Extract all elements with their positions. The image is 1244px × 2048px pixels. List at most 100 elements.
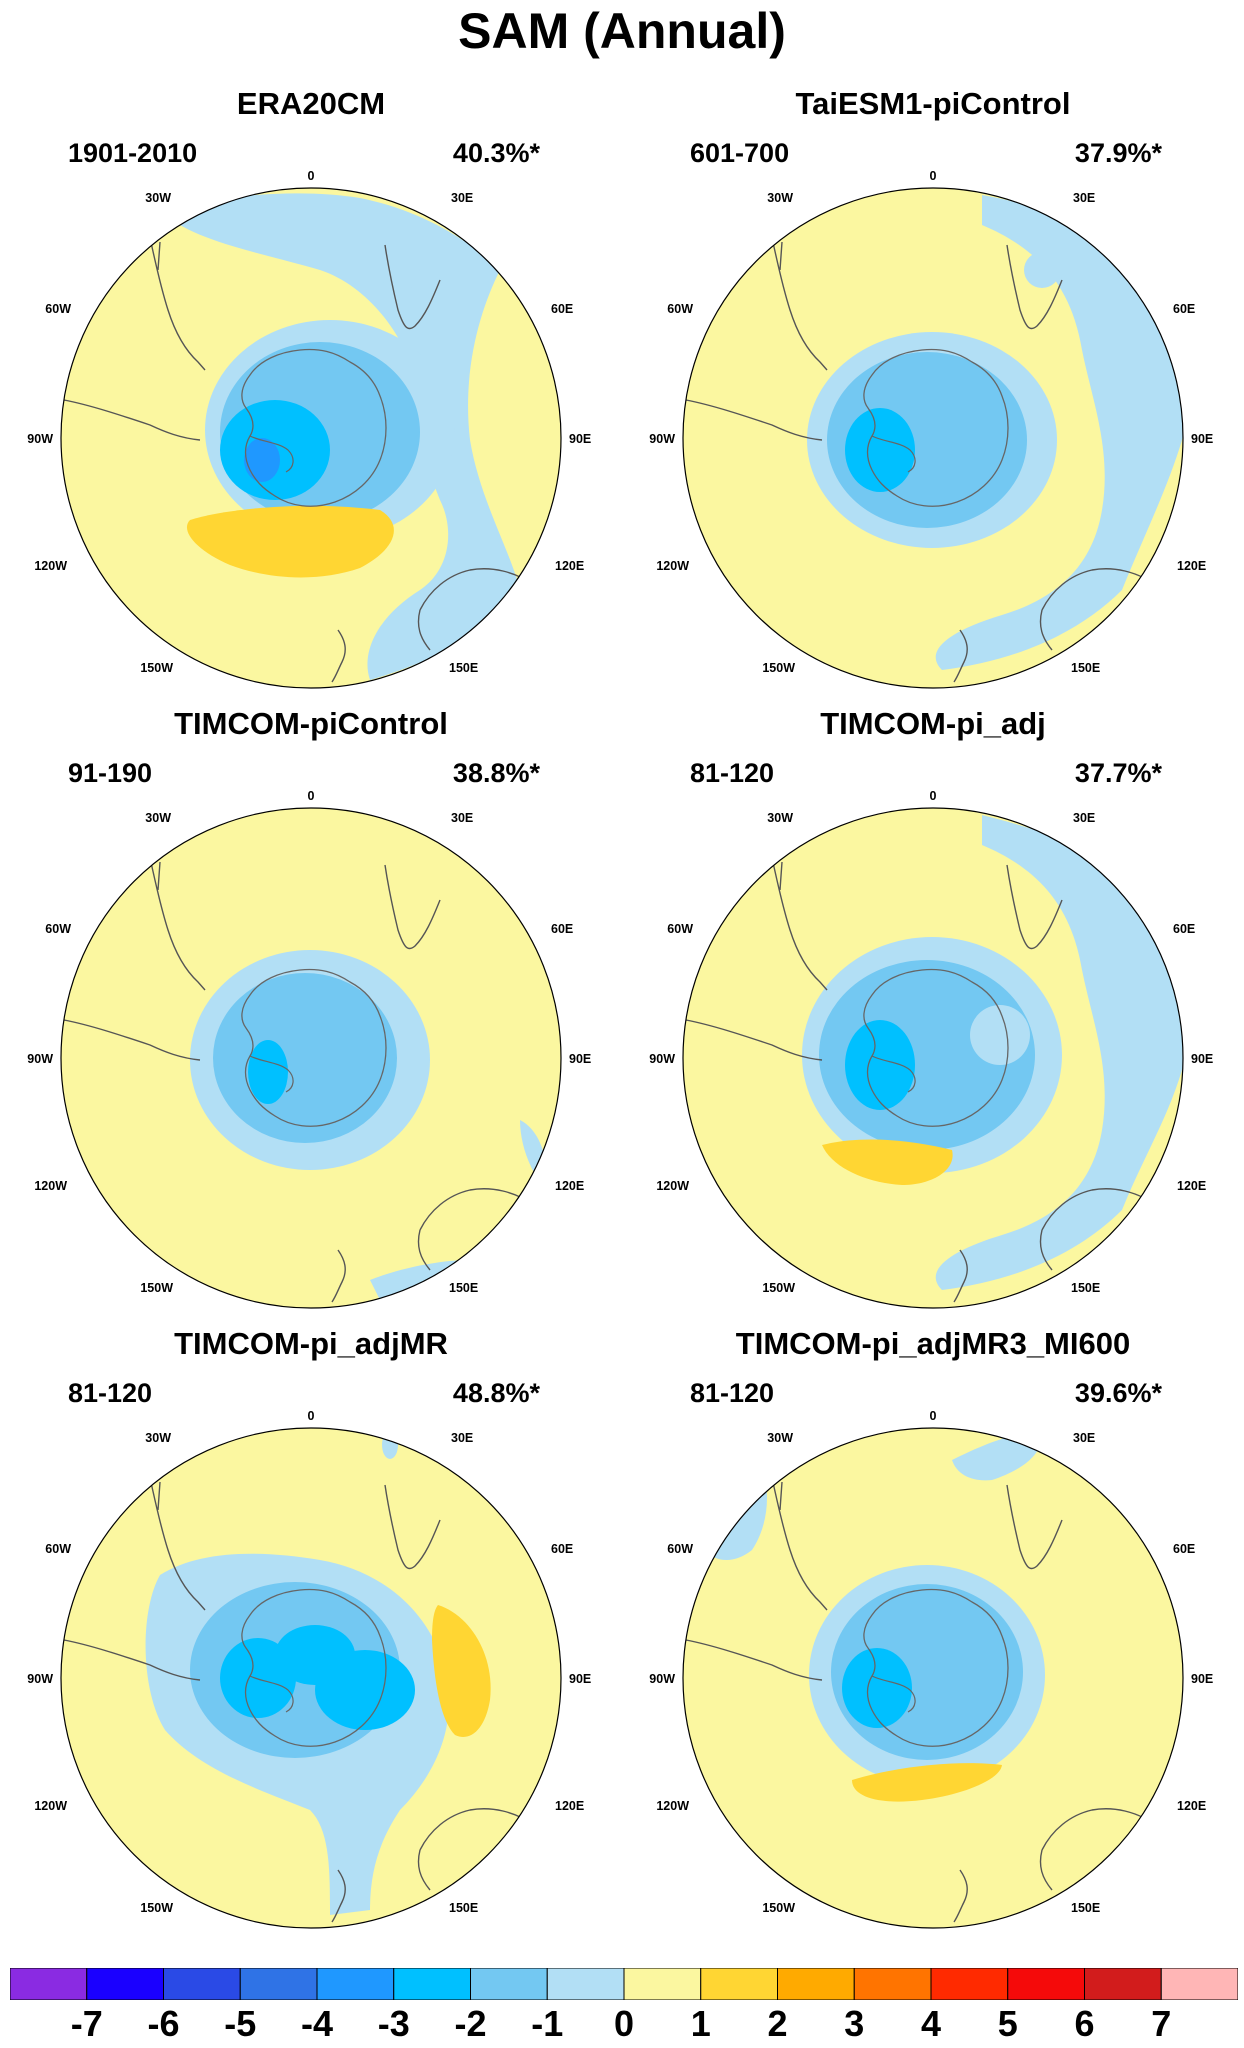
longitude-label: 0 bbox=[930, 789, 937, 803]
contour-region bbox=[845, 1020, 915, 1110]
colorbar-segment bbox=[163, 1968, 241, 2000]
panel-title: ERA20CM bbox=[236, 86, 386, 121]
panel-period: 601-700 bbox=[690, 138, 790, 168]
longitude-label: 120E bbox=[1177, 1799, 1206, 1813]
longitude-label: 30E bbox=[451, 191, 473, 205]
longitude-label: 150E bbox=[1071, 1281, 1100, 1295]
longitude-label: 60E bbox=[551, 922, 573, 936]
longitude-label: 90W bbox=[649, 1052, 675, 1066]
colorbar-tick-label: 1 bbox=[690, 2003, 711, 2044]
longitude-label: 150E bbox=[449, 1901, 478, 1915]
longitude-label: 0 bbox=[308, 789, 315, 803]
longitude-label: 60W bbox=[667, 922, 693, 936]
longitude-label: 30E bbox=[451, 811, 473, 825]
longitude-label: 150W bbox=[140, 1281, 173, 1295]
longitude-label: 30W bbox=[145, 811, 171, 825]
longitude-label: 90E bbox=[569, 1052, 591, 1066]
colorbar-segment bbox=[239, 1968, 318, 2000]
longitude-label: 0 bbox=[930, 169, 937, 183]
polar-map: 030W30E60W60E90W90E120W120E150W150E180 bbox=[649, 789, 1213, 1309]
longitude-label: 120E bbox=[555, 1179, 584, 1193]
panel-title: TIMCOM-piControl bbox=[174, 706, 448, 741]
contour-region bbox=[1141, 1830, 1162, 1870]
map-border bbox=[60, 187, 562, 689]
longitude-label: 30E bbox=[1073, 1431, 1095, 1445]
map-border bbox=[682, 187, 1184, 689]
longitude-label: 60E bbox=[1173, 922, 1195, 936]
longitude-label: 90E bbox=[1191, 1052, 1213, 1066]
longitude-label: 90E bbox=[1191, 1672, 1213, 1686]
colorbar-segment bbox=[1007, 1968, 1085, 2000]
colorbar-segment bbox=[853, 1968, 932, 2000]
longitude-label: 0 bbox=[308, 169, 315, 183]
panel-title: TIMCOM-pi_adjMR bbox=[174, 1326, 448, 1361]
colorbar-segment bbox=[930, 1968, 1009, 2000]
contour-region bbox=[248, 1040, 288, 1104]
longitude-label: 60E bbox=[1173, 302, 1195, 316]
colorbar-tick-label: -6 bbox=[147, 2003, 180, 2044]
longitude-label: 90E bbox=[1191, 432, 1213, 446]
colorbar-segment bbox=[777, 1968, 855, 2000]
longitude-label: 60W bbox=[667, 1542, 693, 1556]
longitude-label: 150W bbox=[762, 1901, 795, 1915]
colorbar-tick-label: 3 bbox=[844, 2003, 865, 2044]
longitude-label: 30E bbox=[1073, 191, 1095, 205]
colorbar-tick-label: 4 bbox=[920, 2003, 942, 2044]
longitude-label: 90W bbox=[27, 1052, 53, 1066]
map-border bbox=[682, 1427, 1184, 1929]
longitude-label: 120W bbox=[656, 1179, 689, 1193]
longitude-label: 30W bbox=[145, 191, 171, 205]
colorbar-tick-label: 6 bbox=[1074, 2003, 1095, 2044]
polar-map: 030W30E60W60E90W90E120W120E150W150E180 bbox=[27, 169, 591, 689]
colorbar-segment bbox=[546, 1968, 625, 2000]
longitude-label: 30E bbox=[451, 1431, 473, 1445]
longitude-label: 90W bbox=[649, 432, 675, 446]
colorbar-tick-label: 5 bbox=[997, 2003, 1018, 2044]
longitude-label: 120E bbox=[1177, 1179, 1206, 1193]
map-border bbox=[60, 807, 562, 1309]
map-panel: 030W30E60W60E90W90E120W120E150W150E180TI… bbox=[0, 690, 622, 1310]
polar-map: 030W30E60W60E90W90E120W120E150W150E180 bbox=[27, 789, 591, 1309]
map-panel: 030W30E60W60E90W90E120W120E150W150E180ER… bbox=[0, 70, 622, 690]
polar-map: 030W30E60W60E90W90E120W120E150W150E180 bbox=[649, 1409, 1213, 1929]
panel-title: TIMCOM-pi_adjMR3_MI600 bbox=[735, 1326, 1131, 1361]
colorbar-tick-label: -3 bbox=[377, 2003, 410, 2044]
colorbar-segment bbox=[86, 1968, 164, 2000]
polar-map: 030W30E60W60E90W90E120W120E150W150E180 bbox=[27, 1409, 591, 1929]
longitude-label: 90W bbox=[649, 1672, 675, 1686]
colorbar-segment bbox=[1084, 1968, 1162, 2000]
panel-title: TIMCOM-pi_adj bbox=[820, 706, 1046, 741]
contour-region bbox=[160, 193, 520, 680]
longitude-label: 150E bbox=[1071, 661, 1100, 675]
contour-region bbox=[432, 1605, 491, 1737]
panel-title: TaiESM1-piControl bbox=[795, 86, 1071, 121]
panel-explained-variance: 48.8%* bbox=[452, 1378, 540, 1408]
contour-region bbox=[822, 1139, 953, 1185]
contour-region bbox=[935, 815, 1183, 1290]
longitude-label: 120E bbox=[555, 1799, 584, 1813]
colorbar-tick-label: -7 bbox=[70, 2003, 103, 2044]
panel-explained-variance: 39.6%* bbox=[1074, 1378, 1162, 1408]
colorbar-tick-label: -4 bbox=[300, 2003, 333, 2044]
colorbar-tick-label: -1 bbox=[531, 2003, 564, 2044]
figure-title: SAM (Annual) bbox=[458, 3, 786, 59]
longitude-label: 150W bbox=[762, 661, 795, 675]
map-panel: 030W30E60W60E90W90E120W120E150W150E180Ta… bbox=[622, 70, 1244, 690]
contour-region bbox=[845, 408, 915, 492]
panel-period: 91-190 bbox=[68, 758, 153, 788]
colorbar-segment bbox=[10, 1968, 88, 2000]
longitude-label: 30W bbox=[767, 191, 793, 205]
colorbar-tick-label: -5 bbox=[224, 2003, 257, 2044]
longitude-label: 90E bbox=[569, 1672, 591, 1686]
longitude-label: 120E bbox=[1177, 559, 1206, 573]
contour-region bbox=[186, 505, 394, 578]
longitude-label: 30W bbox=[767, 1431, 793, 1445]
colorbar-tick-label: 2 bbox=[767, 2003, 788, 2044]
contour-region bbox=[244, 438, 280, 482]
map-border bbox=[60, 1427, 562, 1929]
panel-explained-variance: 38.8%* bbox=[452, 758, 540, 788]
longitude-label: 0 bbox=[308, 1409, 315, 1423]
contour-region bbox=[970, 1005, 1030, 1065]
panel-explained-variance: 40.3%* bbox=[452, 138, 540, 168]
colorbar-segment bbox=[393, 1968, 471, 2000]
